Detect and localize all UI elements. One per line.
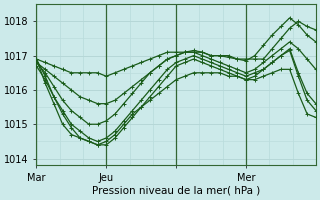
X-axis label: Pression niveau de la mer( hPa ): Pression niveau de la mer( hPa ): [92, 186, 260, 196]
